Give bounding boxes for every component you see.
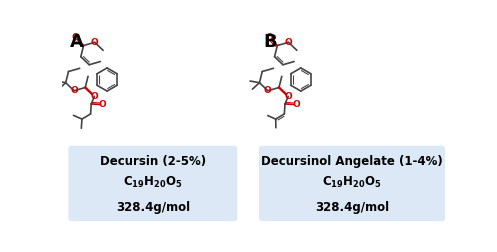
Text: O: O: [293, 100, 301, 109]
Text: 328.4g/mol: 328.4g/mol: [315, 201, 389, 214]
Text: O: O: [284, 91, 292, 101]
Text: O: O: [90, 91, 98, 101]
Text: O: O: [285, 38, 292, 47]
Text: Decursin (2-5%): Decursin (2-5%): [100, 155, 206, 168]
Text: O: O: [72, 33, 80, 42]
Text: O: O: [264, 86, 272, 95]
Text: O: O: [265, 33, 273, 42]
Text: 328.4g/mol: 328.4g/mol: [116, 201, 190, 214]
Text: O: O: [91, 38, 98, 47]
Text: B: B: [263, 33, 277, 51]
Text: $\mathregular{C_{19}H_{20}O_5}$: $\mathregular{C_{19}H_{20}O_5}$: [322, 175, 382, 190]
Text: O: O: [99, 100, 107, 109]
Text: Decursinol Angelate (1-4%): Decursinol Angelate (1-4%): [261, 155, 443, 168]
Text: $\mathregular{C_{19}H_{20}O_5}$: $\mathregular{C_{19}H_{20}O_5}$: [123, 175, 182, 190]
FancyBboxPatch shape: [68, 146, 237, 221]
Text: A: A: [70, 33, 84, 51]
FancyBboxPatch shape: [259, 146, 445, 221]
Text: O: O: [70, 86, 78, 95]
